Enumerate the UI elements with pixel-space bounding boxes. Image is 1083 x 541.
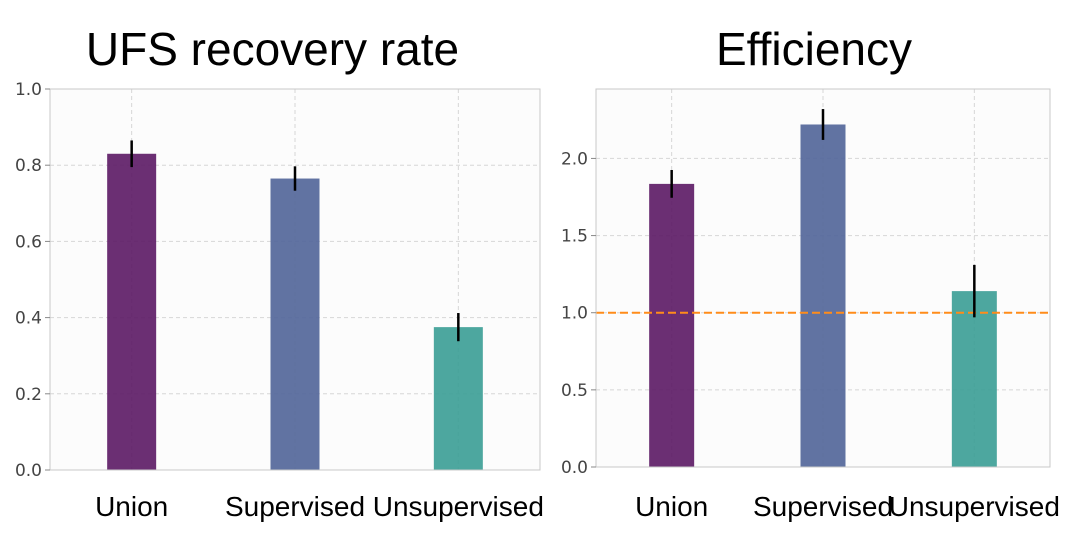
y-tick-label: 0.0 xyxy=(15,461,42,481)
bar-union xyxy=(649,183,695,467)
bar-unsupervised xyxy=(433,327,483,470)
x-category-label: Unsupervised xyxy=(889,491,1060,522)
y-tick-label: 1.0 xyxy=(15,80,42,100)
y-tick-label: 0.0 xyxy=(561,458,588,478)
bar-union xyxy=(107,153,157,470)
bar-supervised xyxy=(270,178,320,470)
y-tick-label: 0.2 xyxy=(15,385,42,405)
y-tick-label: 1.5 xyxy=(561,227,588,247)
chart-efficiency: Efficiency 0.0 0.5 1.0 1.5 2.0 Union Supervise… xyxy=(545,0,1083,541)
y-tick-label: 0.8 xyxy=(15,156,42,176)
chart-plot-area: 0.0 0.2 0.4 0.6 0.8 1.0 Union Supervised Unsuper… xyxy=(15,80,544,522)
chart-title: Efficiency xyxy=(715,23,913,75)
y-tick-label: 0.6 xyxy=(15,232,42,252)
x-category-label: Supervised xyxy=(225,491,365,522)
x-category-label: Unsupervised xyxy=(373,491,544,522)
chart-title: UFS recovery rate xyxy=(85,23,460,75)
axes-frame xyxy=(49,88,541,471)
chart-ufs-recovery-rate: UFS recovery rate 0.0 0.2 0.4 0.6 0.8 1.0 Unio… xyxy=(15,23,544,522)
bar-unsupervised xyxy=(951,291,997,467)
axes-frame xyxy=(595,88,1051,468)
y-tick-label: 0.4 xyxy=(15,309,42,329)
y-tick-label: 1.0 xyxy=(561,304,588,324)
y-tick-label: 2.0 xyxy=(561,149,588,169)
x-category-label: Union xyxy=(95,491,168,522)
y-tick-label: 0.5 xyxy=(561,381,588,401)
chart-plot-area: 0.0 0.5 1.0 1.5 2.0 Union SupervisedUnsupervis… xyxy=(561,88,1060,522)
x-category-label: Union xyxy=(635,491,708,522)
bar-supervised xyxy=(800,124,846,467)
x-category-label: Supervised xyxy=(753,491,893,522)
